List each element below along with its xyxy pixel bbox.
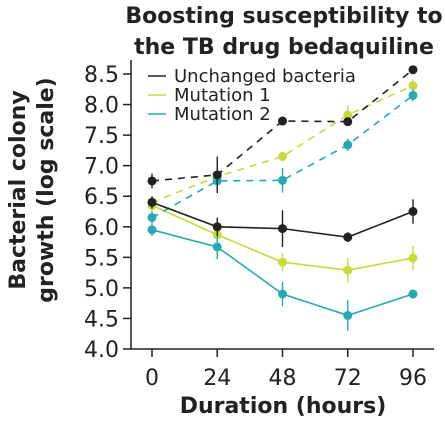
- y-axis-label-line-1: Bacterial colony: [6, 90, 31, 289]
- y-axis-label-line-2: growth (log scale): [34, 77, 59, 303]
- series-unchanged-bacteria: [147, 65, 418, 247]
- y-tick-label: 6.0: [84, 216, 119, 241]
- data-point: [212, 222, 222, 232]
- y-tick-label: 8.5: [84, 63, 119, 88]
- data-point: [147, 197, 157, 207]
- data-point: [408, 90, 418, 100]
- data-point: [278, 116, 287, 126]
- data-point: [278, 152, 287, 161]
- data-point: [212, 170, 222, 180]
- data-point: [343, 110, 353, 120]
- y-tick-label: 7.0: [84, 155, 119, 180]
- y-tick-label: 4.5: [84, 307, 119, 332]
- chart-title: Boosting susceptibility to the TB drug b…: [125, 4, 442, 60]
- data-point: [408, 65, 418, 75]
- data-point: [212, 242, 222, 252]
- data-point: [343, 232, 353, 242]
- data-point: [147, 225, 157, 235]
- data-point: [408, 207, 418, 216]
- series-mutation-2: [147, 89, 418, 331]
- legend-label: Mutation 1: [174, 85, 271, 106]
- x-tick-label: 24: [203, 366, 231, 391]
- data-point: [343, 140, 353, 150]
- legend-label: Unchanged bacteria: [174, 66, 356, 87]
- x-axis: 0 24 48 72 96: [131, 348, 434, 391]
- y-tick-label: 4.0: [84, 338, 119, 363]
- data-point: [343, 310, 353, 320]
- y-tick-label: 5.0: [84, 277, 119, 302]
- x-tick-label: 96: [399, 366, 427, 391]
- x-axis-label: Duration (hours): [180, 394, 387, 419]
- data-point: [408, 253, 418, 263]
- chart-title-line-2: the TB drug bedaquiline: [134, 35, 434, 60]
- series-line-dashed: [151, 69, 414, 182]
- legend-label: Mutation 2: [174, 104, 271, 125]
- y-tick-label: 7.5: [84, 124, 119, 149]
- y-axis-label: Bacterial colony growth (log scale): [6, 77, 59, 303]
- data-point: [278, 224, 287, 234]
- data-point: [408, 289, 418, 299]
- data-point: [278, 175, 287, 185]
- plot-area: [147, 65, 418, 331]
- y-axis: 4.0 4.5 5.0 5.5 6.0 6.5 7.0 7.5 8.0 8.5: [84, 60, 132, 363]
- data-point: [147, 213, 157, 223]
- data-point: [343, 117, 353, 127]
- y-tick-label: 5.5: [84, 246, 119, 271]
- x-tick-label: 72: [334, 366, 362, 391]
- x-tick-label: 0: [145, 366, 159, 391]
- x-tick-label: 48: [269, 366, 297, 391]
- data-point: [278, 289, 287, 299]
- data-point: [278, 257, 287, 267]
- y-tick-label: 8.0: [84, 94, 119, 119]
- y-tick-label: 6.5: [84, 185, 119, 210]
- data-point: [408, 81, 418, 91]
- data-point: [147, 176, 157, 186]
- chart-title-line-1: Boosting susceptibility to: [125, 4, 442, 29]
- data-point: [343, 265, 353, 275]
- series-line-dashed: [151, 84, 414, 204]
